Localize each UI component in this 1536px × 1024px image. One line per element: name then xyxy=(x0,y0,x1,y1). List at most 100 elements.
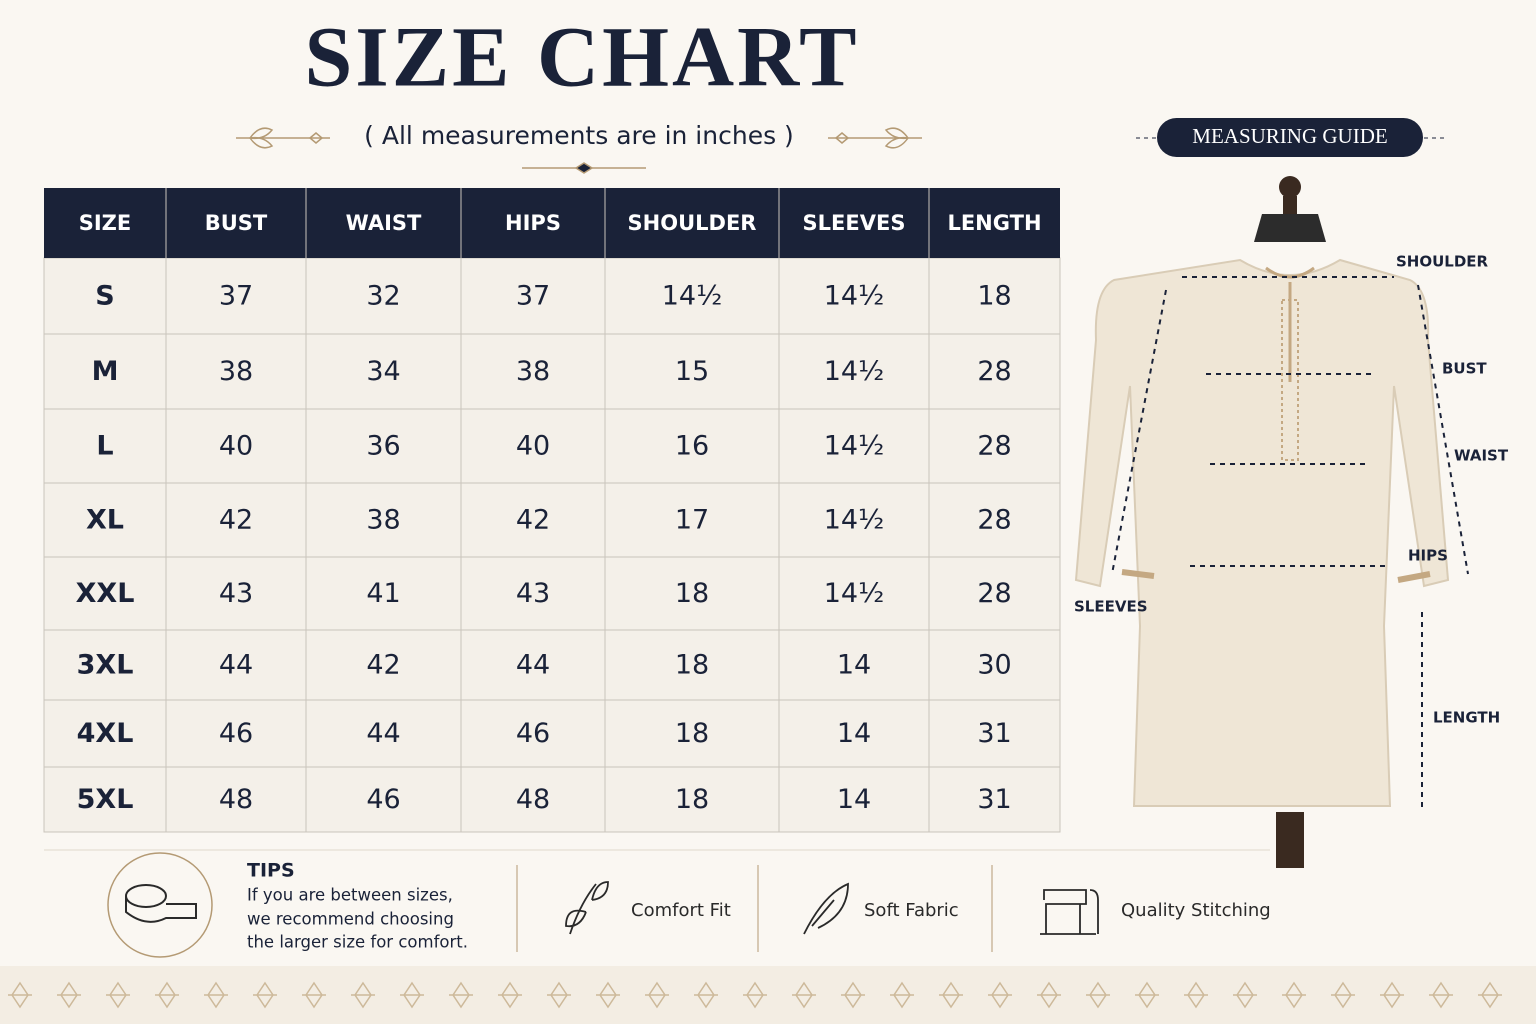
cell-value: 44 xyxy=(366,718,400,749)
cell-value: 43 xyxy=(516,578,550,609)
size-label: 5XL xyxy=(77,784,134,815)
band-motif xyxy=(939,981,963,1009)
size-label: XXL xyxy=(76,578,135,609)
cell-value: 14½ xyxy=(824,505,885,536)
cell-value: 37 xyxy=(219,281,253,312)
size-label: M xyxy=(92,356,119,387)
cell-value: 18 xyxy=(675,650,709,681)
cell-value: 14 xyxy=(837,650,871,681)
cell-value: 32 xyxy=(366,281,400,312)
cell-value: 28 xyxy=(977,578,1011,609)
band-motif xyxy=(1233,981,1257,1009)
column-header: SLEEVES xyxy=(803,211,906,235)
cell-value: 28 xyxy=(977,356,1011,387)
band-motif xyxy=(792,981,816,1009)
label-length: LENGTH xyxy=(1433,709,1500,727)
column-header: HIPS xyxy=(505,211,561,235)
cell-value: 42 xyxy=(516,505,550,536)
size-label: L xyxy=(96,431,113,462)
ornaments xyxy=(236,127,922,174)
band-motif xyxy=(1331,981,1355,1009)
size-label: 3XL xyxy=(77,650,134,681)
tape-circle xyxy=(107,852,213,958)
feature: Comfort Fit xyxy=(631,900,731,921)
cell-value: 41 xyxy=(366,578,400,609)
band-motif xyxy=(1429,981,1453,1009)
cell-value: 16 xyxy=(675,431,709,462)
cell-value: 46 xyxy=(516,718,550,749)
band-motif xyxy=(596,981,620,1009)
cell-value: 28 xyxy=(977,505,1011,536)
cell-value: 42 xyxy=(366,650,400,681)
tips-line: If you are between sizes, xyxy=(247,886,453,905)
cell-value: 48 xyxy=(219,784,253,815)
cell-value: 46 xyxy=(219,718,253,749)
band-motif xyxy=(1037,981,1061,1009)
cell-value: 14 xyxy=(837,718,871,749)
cell-value: 40 xyxy=(516,431,550,462)
size-label: XL xyxy=(86,505,124,536)
cell-value: 48 xyxy=(516,784,550,815)
band-motif xyxy=(1478,981,1502,1009)
tape-icon xyxy=(125,884,197,923)
cell-value: 36 xyxy=(366,431,400,462)
band-motif xyxy=(1380,981,1404,1009)
cell-value: 28 xyxy=(977,431,1011,462)
cell-value: 44 xyxy=(516,650,550,681)
label-hips: HIPS xyxy=(1408,547,1448,565)
header-row xyxy=(44,188,1060,258)
cell-value: 46 xyxy=(366,784,400,815)
feature: Soft Fabric xyxy=(864,900,959,921)
separators xyxy=(516,865,993,952)
column-header: WAIST xyxy=(346,211,422,235)
label-bust: BUST xyxy=(1442,360,1487,378)
size-label: S xyxy=(95,281,114,312)
cell-value: 44 xyxy=(219,650,253,681)
label-waist: WAIST xyxy=(1454,447,1509,465)
band-motif xyxy=(449,981,473,1009)
band-motif xyxy=(694,981,718,1009)
table-body xyxy=(43,257,1061,833)
tips-title: TIPS xyxy=(247,860,295,882)
cell-value: 18 xyxy=(675,578,709,609)
guide-title: MEASURING GUIDE xyxy=(1192,124,1387,148)
column-header: LENGTH xyxy=(947,211,1041,235)
cell-value: 14½ xyxy=(824,578,885,609)
band-motif xyxy=(890,981,914,1009)
cell-value: 40 xyxy=(219,431,253,462)
title: SIZE CHART xyxy=(304,9,859,105)
band-motif xyxy=(1282,981,1306,1009)
cell-value: 30 xyxy=(977,650,1011,681)
band-motif xyxy=(400,981,424,1009)
band-motif xyxy=(988,981,1012,1009)
cell-value: 42 xyxy=(219,505,253,536)
feature-icons xyxy=(565,881,1099,935)
tips-line: we recommend choosing xyxy=(247,910,454,929)
band-motif xyxy=(253,981,277,1009)
band-motif xyxy=(1184,981,1208,1009)
cell-value: 14½ xyxy=(824,431,885,462)
tips-line: the larger size for comfort. xyxy=(247,933,468,952)
band-motif xyxy=(547,981,571,1009)
label-shoulder: SHOULDER xyxy=(1396,253,1489,271)
label-sleeves: SLEEVES xyxy=(1074,598,1148,616)
band-motif xyxy=(155,981,179,1009)
cell-value: 14½ xyxy=(824,356,885,387)
band-motif xyxy=(351,981,375,1009)
column-header: SIZE xyxy=(79,211,132,235)
size-table: SIZE BUST WAIST HIPS SHOULDER SLEEVES LENGTH S 3… xyxy=(43,188,1061,833)
measure-lines xyxy=(1111,276,1469,812)
cell-value: 14 xyxy=(837,784,871,815)
cell-value: 14½ xyxy=(824,281,885,312)
feature: Quality Stitching xyxy=(1121,900,1271,921)
band-motif xyxy=(204,981,228,1009)
dress-illustration xyxy=(1074,176,1450,868)
band-motif xyxy=(302,981,326,1009)
column-header: BUST xyxy=(205,211,268,235)
cell-value: 37 xyxy=(516,281,550,312)
band-motif xyxy=(498,981,522,1009)
band-motif xyxy=(645,981,669,1009)
cell-value: 38 xyxy=(219,356,253,387)
cell-value: 31 xyxy=(977,718,1011,749)
